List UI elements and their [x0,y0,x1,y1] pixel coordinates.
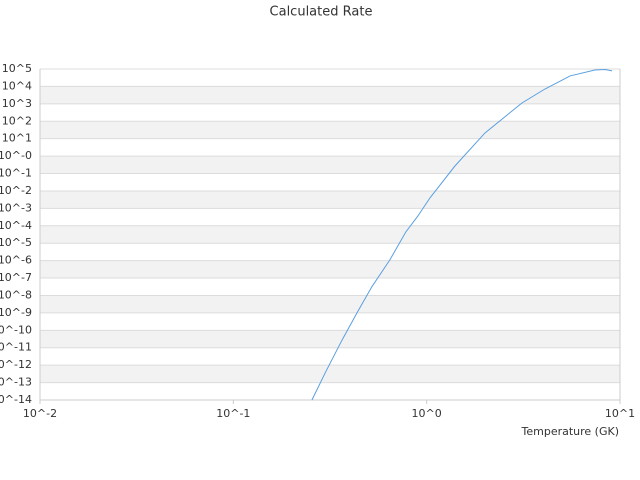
y-tick-label: 10^-11 [0,341,32,354]
y-tick-label: 10^-7 [0,271,32,284]
y-tick-label: 10^-0 [0,149,32,162]
y-tick-label: 10^5 [2,62,32,75]
grid-band [40,156,620,174]
grid-band [40,121,620,139]
y-tick-label: 10^1 [2,132,32,145]
x-tick-label: 10^0 [412,407,442,420]
y-tick-label: 10^-12 [0,358,32,371]
grid-band [40,86,620,104]
y-tick-label: 10^-13 [0,376,32,389]
y-tick-label: 10^-4 [0,219,32,232]
y-tick-label: 10^-9 [0,306,32,319]
data-line [311,69,613,401]
grid-band [40,295,620,313]
grid-band [40,260,620,279]
y-tick-label: 10^3 [2,97,32,110]
x-tick-label: 10^-1 [216,407,250,420]
y-tick-label: 10^-14 [0,393,32,406]
y-tick-label: 10^-10 [0,323,32,336]
grid-band [40,330,620,348]
grid-band [40,365,620,383]
y-tick-label: 10^2 [2,114,32,127]
y-tick-label: 10^-2 [0,184,32,197]
y-tick-label: 10^-3 [0,201,32,214]
y-tick-label: 10^4 [2,79,32,92]
chart-title: Calculated Rate [270,5,373,20]
x-axis-label: Temperature (GK) [521,425,620,438]
x-tick-label: 10^1 [605,407,635,420]
y-tick-label: 10^-8 [0,288,32,301]
grid-band [40,190,620,209]
x-tick-label: 10^-2 [23,407,57,420]
y-tick-label: 10^-6 [0,254,32,267]
y-tick-label: 10^-1 [0,167,32,180]
y-tick-label: 10^-5 [0,236,32,249]
grid-band [40,225,620,244]
